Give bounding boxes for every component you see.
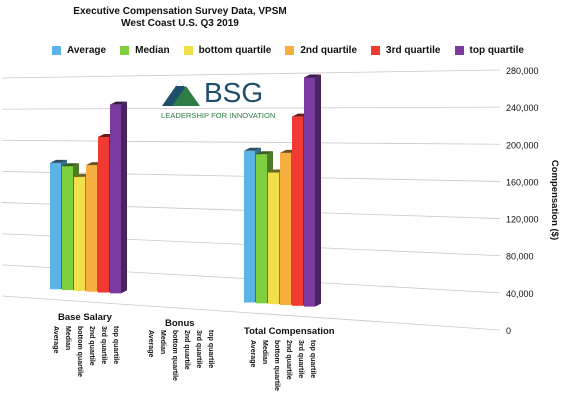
bar-label: bottom quartile (273, 340, 280, 391)
legend-item-top-quartile: top quartile (454, 45, 524, 56)
y-tick-label: 200,000 (506, 140, 539, 150)
legend-item-median: Median (120, 45, 170, 56)
y-tick-label: 40,000 (506, 289, 534, 299)
bar-front (244, 150, 255, 303)
bar-top (110, 101, 127, 105)
logo-mountain-icon: BSG LEADERSHIP FOR INNOVATION (161, 77, 275, 120)
bar-front (74, 176, 85, 291)
y-tick-label: 120,000 (506, 215, 539, 225)
legend-label: 3rd quartile (386, 45, 441, 56)
logo-name: BSG (204, 77, 263, 108)
bar-front (98, 137, 109, 293)
bar-top (256, 151, 273, 155)
bar-label: 2nd quartile (88, 326, 95, 366)
bar-front (50, 162, 61, 290)
bar-front (292, 116, 303, 306)
bar-label: 3rd quartile (195, 330, 202, 368)
legend-label: Median (135, 45, 170, 56)
y-axis-title: Compensation ($) (549, 160, 560, 240)
bar-label: 2nd quartile (285, 340, 292, 380)
legend-item-bottom-quartile: bottom quartile (183, 45, 272, 56)
legend-swatch (371, 46, 381, 55)
bar-front (86, 165, 97, 292)
bar-top (244, 147, 261, 151)
category-label: Total Compensation (244, 326, 335, 337)
bar-top (304, 74, 321, 78)
chart-title: Executive Compensation Survey Data, VPSM (73, 6, 287, 17)
bar-top (50, 159, 67, 163)
bar-label: top quartile (309, 340, 316, 378)
gridline (1, 295, 501, 331)
bar-front (304, 77, 315, 307)
legend-label: bottom quartile (198, 45, 272, 56)
category-label: Base Salary (58, 312, 113, 323)
legend-swatch (183, 46, 193, 55)
gridline (1, 139, 501, 145)
bar-label: Median (261, 340, 268, 364)
bar-side (121, 101, 127, 294)
bar-label: 3rd quartile (297, 340, 304, 378)
bar-front (280, 152, 291, 305)
bar-front (110, 104, 121, 294)
legend-swatch (454, 46, 464, 55)
chart-subtitle: West Coast U.S. Q3 2019 (121, 18, 239, 29)
bar-front (268, 172, 279, 305)
legend-swatch (52, 46, 61, 55)
legend-swatch (120, 46, 130, 55)
y-tick-label: 160,000 (506, 177, 539, 187)
bar-label: 2nd quartile (183, 330, 190, 370)
bar-label: bottom quartile (76, 326, 83, 377)
bar-label: top quartile (207, 330, 214, 368)
bar (110, 101, 127, 294)
bar-top (62, 163, 79, 167)
bar-label: Median (64, 326, 71, 350)
bar-label: 3rd quartile (100, 326, 107, 364)
bar-label: bottom quartile (171, 330, 178, 381)
bar-label: Median (159, 330, 166, 354)
y-tick-label: 240,000 (506, 103, 539, 113)
chart-legend: Average Median bottom quartile 2nd quart… (52, 45, 538, 56)
legend-label: 2nd quartile (300, 45, 358, 56)
gridline (1, 69, 501, 79)
bar-label: Average (249, 340, 256, 367)
bar-front (62, 166, 73, 291)
bar-label: Average (147, 330, 154, 357)
y-tick-label: 0 (506, 326, 511, 336)
legend-swatch (285, 46, 295, 55)
bar (304, 74, 321, 307)
bar-front (256, 154, 267, 304)
legend-label: top quartile (469, 45, 524, 56)
category-label: Bonus (165, 318, 195, 329)
legend-label: Average (67, 45, 107, 56)
y-tick-label: 80,000 (506, 252, 534, 262)
logo-tagline: LEADERSHIP FOR INNOVATION (161, 111, 275, 120)
bar-side (315, 74, 321, 307)
bar-label: Average (52, 326, 59, 353)
gridline (1, 106, 501, 110)
y-tick-label: 280,000 (506, 66, 539, 76)
bsg-logo: BSG LEADERSHIP FOR INNOVATION (160, 72, 286, 122)
legend-item-average: Average (52, 45, 106, 56)
bar-label: top quartile (112, 326, 119, 364)
legend-item-3rd-quartile: 3rd quartile (371, 45, 441, 56)
legend-item-2nd-quartile: 2nd quartile (285, 45, 357, 56)
